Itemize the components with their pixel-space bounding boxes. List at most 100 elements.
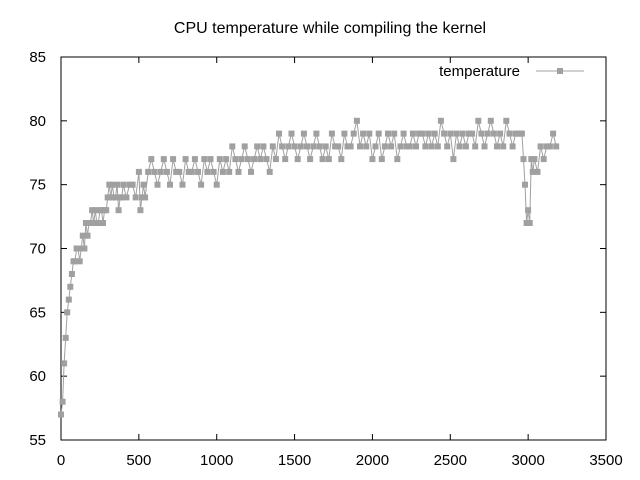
data-point xyxy=(537,143,544,150)
data-point xyxy=(391,130,398,137)
data-point xyxy=(500,143,507,150)
data-point xyxy=(72,258,78,265)
data-point xyxy=(260,143,267,150)
data-point xyxy=(341,130,348,137)
y-tick-label: 70 xyxy=(29,241,46,258)
y-tick-label: 60 xyxy=(29,368,46,385)
data-point xyxy=(118,194,125,201)
data-point xyxy=(450,156,457,163)
data-point xyxy=(157,168,164,175)
data-point xyxy=(109,181,116,188)
data-point xyxy=(434,143,441,150)
x-tick-label: 500 xyxy=(126,452,151,469)
data-point xyxy=(226,168,233,175)
data-point xyxy=(319,156,326,163)
data-point xyxy=(129,181,136,188)
data-point xyxy=(58,411,64,418)
data-point xyxy=(170,156,177,163)
data-point xyxy=(529,168,536,175)
data-point xyxy=(325,156,332,163)
data-point xyxy=(375,130,382,137)
data-point xyxy=(114,181,121,188)
data-point xyxy=(216,156,223,163)
data-point xyxy=(553,143,560,150)
data-point xyxy=(288,130,295,137)
data-point xyxy=(291,143,298,150)
data-point xyxy=(453,130,460,137)
legend-label-temperature: temperature xyxy=(439,63,520,80)
data-point xyxy=(428,143,435,150)
data-point xyxy=(472,143,479,150)
chart-title: CPU temperature while compiling the kern… xyxy=(174,20,486,37)
data-point xyxy=(89,207,96,214)
data-point xyxy=(90,220,97,226)
legend: temperature xyxy=(439,63,584,80)
data-point xyxy=(353,117,360,124)
data-point xyxy=(506,130,513,137)
y-tick-label: 65 xyxy=(29,304,46,321)
data-point xyxy=(531,156,538,163)
data-point xyxy=(179,181,186,188)
data-point xyxy=(459,130,466,137)
data-point xyxy=(444,143,451,150)
data-point xyxy=(328,130,335,137)
data-point xyxy=(95,220,102,226)
data-point xyxy=(232,156,239,163)
data-point xyxy=(294,156,301,163)
data-point xyxy=(229,143,236,150)
x-axis: 0 500 1000 1500 2000 2500 3000 3500 xyxy=(57,57,623,469)
data-point xyxy=(484,130,491,137)
data-point xyxy=(322,143,329,150)
legend-marker-square xyxy=(557,68,563,74)
data-point xyxy=(140,181,147,188)
data-point xyxy=(263,156,270,163)
data-point xyxy=(316,143,323,150)
data-point xyxy=(363,143,370,150)
data-point xyxy=(176,168,183,175)
x-tick-label: 3000 xyxy=(511,452,544,469)
data-point xyxy=(87,220,94,226)
data-point xyxy=(413,143,419,150)
data-point xyxy=(120,181,127,188)
data-point xyxy=(238,156,245,163)
data-point xyxy=(478,130,485,137)
data-point xyxy=(416,130,423,137)
data-point xyxy=(272,156,279,163)
data-point xyxy=(75,245,82,252)
data-point xyxy=(366,130,373,137)
y-tick-label: 85 xyxy=(29,49,46,66)
data-point xyxy=(437,117,444,124)
data-point xyxy=(372,143,379,150)
data-point xyxy=(332,143,339,150)
y-tick-label: 75 xyxy=(29,177,46,194)
data-point xyxy=(173,168,180,175)
data-point xyxy=(235,168,242,175)
data-point xyxy=(198,181,205,188)
y-tick-label: 55 xyxy=(29,432,46,449)
data-point xyxy=(490,130,497,137)
data-point xyxy=(310,143,317,150)
data-point xyxy=(167,181,173,188)
data-point xyxy=(546,143,553,150)
data-point xyxy=(79,232,86,239)
data-point xyxy=(103,207,110,214)
data-point xyxy=(520,156,527,163)
data-point xyxy=(276,130,282,137)
data-point xyxy=(447,130,454,137)
data-point xyxy=(154,181,161,188)
data-point xyxy=(344,143,351,150)
data-point xyxy=(126,181,133,188)
data-point xyxy=(207,156,214,163)
data-point xyxy=(98,207,105,214)
data-point xyxy=(378,156,385,163)
x-tick-label: 3500 xyxy=(589,452,622,469)
y-tick-label: 80 xyxy=(29,113,46,130)
data-point xyxy=(543,143,550,150)
data-point xyxy=(503,117,510,124)
data-point xyxy=(540,156,547,163)
x-tick-label: 2000 xyxy=(356,452,389,469)
data-point xyxy=(475,117,482,124)
data-point xyxy=(65,296,72,303)
data-point xyxy=(425,130,432,137)
